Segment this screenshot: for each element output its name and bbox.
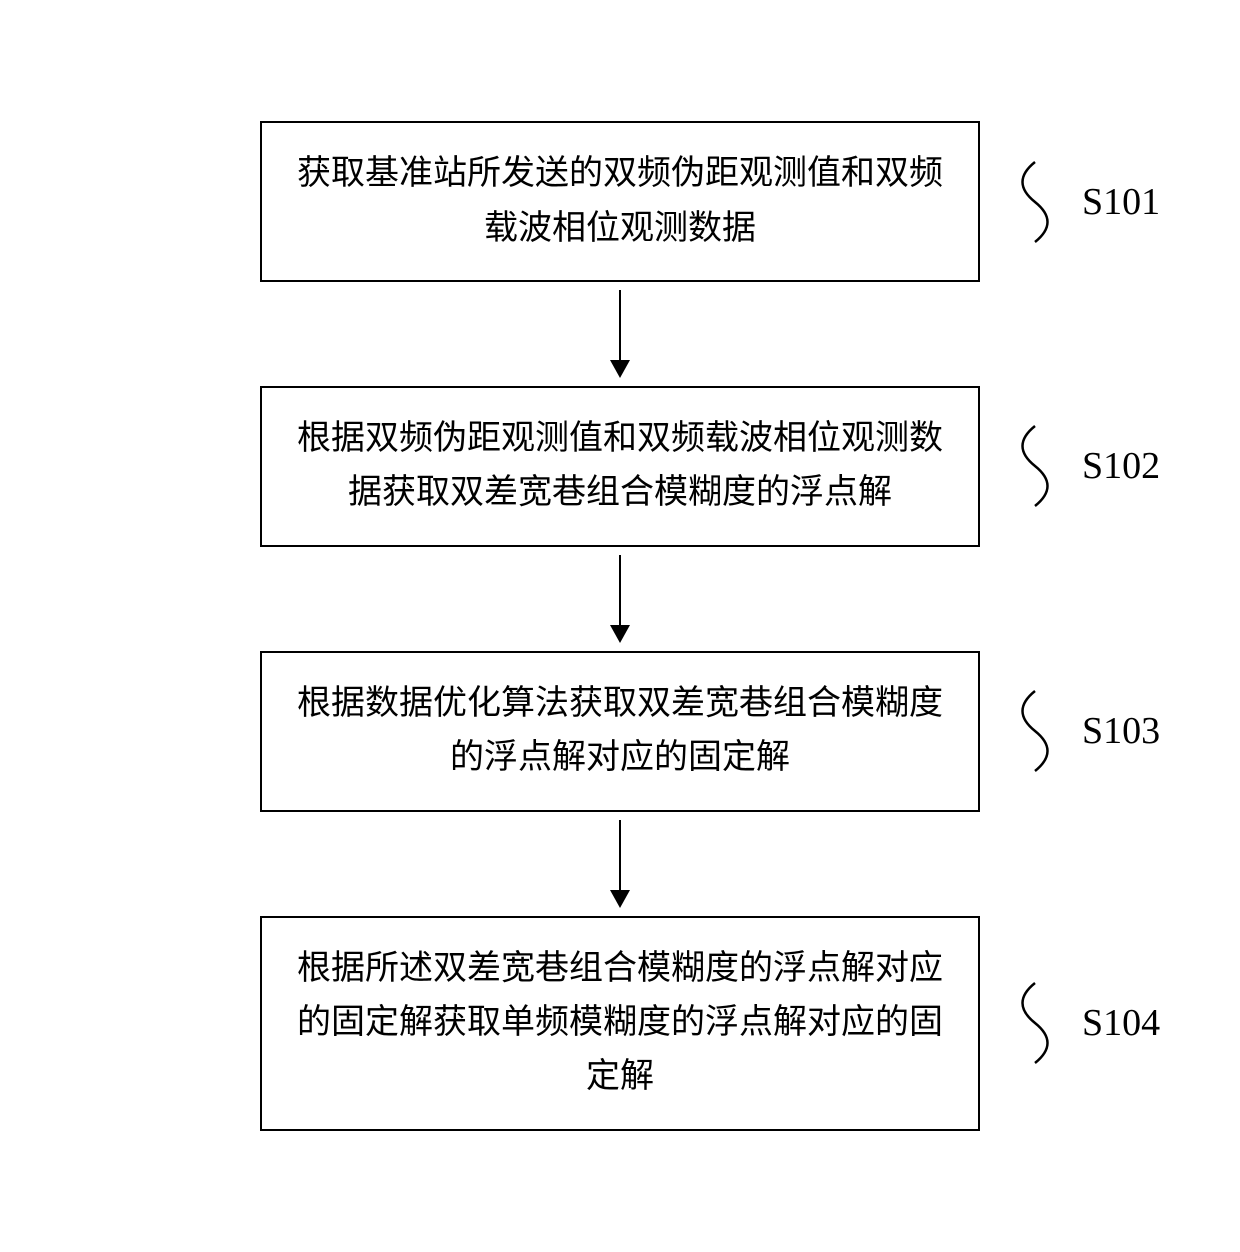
wave-icon bbox=[1000, 978, 1070, 1068]
step-label-group: S101 bbox=[1000, 157, 1160, 247]
step-box: 获取基准站所发送的双频伪距观测值和双频载波相位观测数据 bbox=[260, 121, 980, 282]
arrow-line bbox=[619, 820, 621, 890]
arrow-head bbox=[610, 625, 630, 643]
arrow-head bbox=[610, 890, 630, 908]
flowchart-step: 根据所述双差宽巷组合模糊度的浮点解对应的固定解获取单频模糊度的浮点解对应的固定解… bbox=[260, 916, 980, 1131]
step-label: S102 bbox=[1082, 444, 1160, 488]
arrow-line bbox=[619, 555, 621, 625]
arrow-line bbox=[619, 290, 621, 360]
flowchart-container: 获取基准站所发送的双频伪距观测值和双频载波相位观测数据 S101 根据双频伪距观… bbox=[260, 121, 980, 1131]
step-label: S103 bbox=[1082, 709, 1160, 753]
flowchart-step: 获取基准站所发送的双频伪距观测值和双频载波相位观测数据 S101 bbox=[260, 121, 980, 282]
step-box: 根据数据优化算法获取双差宽巷组合模糊度的浮点解对应的固定解 bbox=[260, 651, 980, 812]
step-text: 获取基准站所发送的双频伪距观测值和双频载波相位观测数据 bbox=[292, 147, 948, 256]
flowchart-step: 根据数据优化算法获取双差宽巷组合模糊度的浮点解对应的固定解 S103 bbox=[260, 651, 980, 812]
step-box: 根据所述双差宽巷组合模糊度的浮点解对应的固定解获取单频模糊度的浮点解对应的固定解 bbox=[260, 916, 980, 1131]
flowchart-arrow bbox=[610, 555, 630, 643]
step-text: 根据所述双差宽巷组合模糊度的浮点解对应的固定解获取单频模糊度的浮点解对应的固定解 bbox=[292, 942, 948, 1105]
step-label: S101 bbox=[1082, 180, 1160, 224]
step-label-group: S104 bbox=[1000, 978, 1160, 1068]
flowchart-arrow bbox=[610, 820, 630, 908]
wave-icon bbox=[1000, 686, 1070, 776]
flowchart-step: 根据双频伪距观测值和双频载波相位观测数据获取双差宽巷组合模糊度的浮点解 S102 bbox=[260, 386, 980, 547]
wave-icon bbox=[1000, 421, 1070, 511]
step-box: 根据双频伪距观测值和双频载波相位观测数据获取双差宽巷组合模糊度的浮点解 bbox=[260, 386, 980, 547]
step-text: 根据数据优化算法获取双差宽巷组合模糊度的浮点解对应的固定解 bbox=[292, 677, 948, 786]
arrow-head bbox=[610, 360, 630, 378]
step-label: S104 bbox=[1082, 1001, 1160, 1045]
step-label-group: S103 bbox=[1000, 686, 1160, 776]
flowchart-arrow bbox=[610, 290, 630, 378]
step-label-group: S102 bbox=[1000, 421, 1160, 511]
step-text: 根据双频伪距观测值和双频载波相位观测数据获取双差宽巷组合模糊度的浮点解 bbox=[292, 412, 948, 521]
wave-icon bbox=[1000, 157, 1070, 247]
